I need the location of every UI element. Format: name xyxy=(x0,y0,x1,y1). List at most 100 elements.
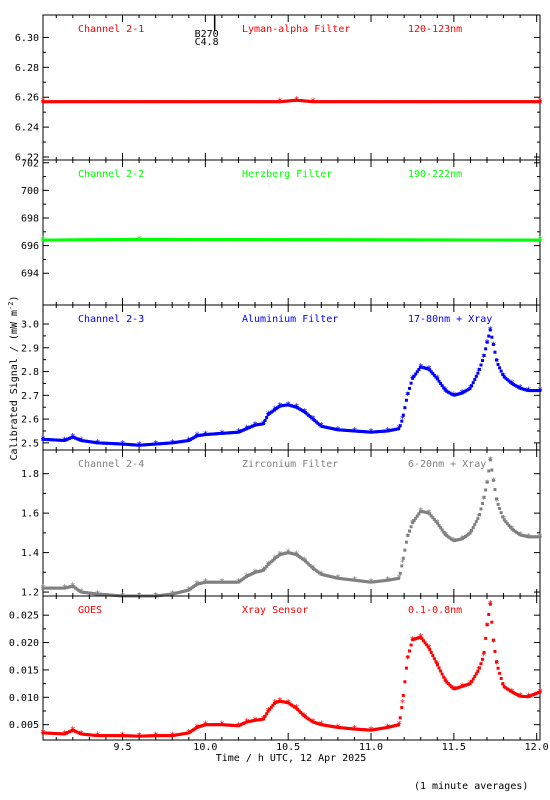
data-point xyxy=(314,721,318,725)
y-tick-label: 1.6 xyxy=(21,509,39,520)
data-marker: * xyxy=(302,711,308,722)
data-point xyxy=(335,725,339,729)
data-point xyxy=(375,430,379,434)
data-point xyxy=(521,694,525,698)
data-point xyxy=(271,409,275,413)
data-point xyxy=(390,724,394,728)
y-tick-label: 1.2 xyxy=(21,588,39,599)
data-marker: * xyxy=(404,654,410,665)
data-point xyxy=(282,99,286,103)
data-point xyxy=(383,429,387,433)
data-point xyxy=(442,530,446,534)
data-point xyxy=(111,238,115,242)
data-point xyxy=(527,389,531,393)
data-point xyxy=(418,100,422,104)
data-point xyxy=(296,98,300,102)
data-point xyxy=(319,723,323,727)
data-point xyxy=(456,238,460,242)
data-point xyxy=(432,657,436,661)
data-point xyxy=(345,100,349,104)
data-point xyxy=(109,238,113,242)
data-point xyxy=(248,425,252,429)
y-tick-label: 2.8 xyxy=(21,367,39,378)
data-point xyxy=(415,370,419,374)
data-point xyxy=(487,469,491,473)
data-point xyxy=(193,100,197,104)
data-marker: * xyxy=(277,550,283,561)
data-point xyxy=(46,438,50,442)
data-point xyxy=(448,536,452,540)
data-point xyxy=(103,100,107,104)
data-point xyxy=(130,237,134,241)
data-point xyxy=(513,238,517,242)
data-point xyxy=(364,430,368,434)
data-point xyxy=(53,732,57,736)
data-point xyxy=(246,574,250,578)
data-point xyxy=(322,723,326,727)
data-point xyxy=(415,514,419,518)
data-point xyxy=(94,238,98,242)
data-point xyxy=(207,432,211,436)
data-marker: * xyxy=(310,414,316,425)
data-point xyxy=(277,238,281,242)
data-point xyxy=(454,538,458,542)
data-point xyxy=(78,438,82,442)
data-point xyxy=(504,100,508,104)
data-point xyxy=(285,551,289,555)
data-marker: * xyxy=(285,548,291,559)
data-marker: * xyxy=(272,698,278,709)
data-point xyxy=(279,238,283,242)
data-point xyxy=(142,443,146,447)
data-point xyxy=(265,238,269,242)
data-point xyxy=(125,442,129,446)
data-point xyxy=(370,100,374,104)
data-point xyxy=(195,100,199,104)
data-point xyxy=(128,237,132,241)
data-point xyxy=(95,441,99,445)
data-point xyxy=(426,367,430,371)
data-point xyxy=(71,238,75,242)
data-point xyxy=(181,237,185,241)
data-point xyxy=(83,732,87,736)
y-tick-label: 0.015 xyxy=(9,665,39,676)
data-point xyxy=(490,468,494,472)
data-point xyxy=(272,100,276,104)
data-marker: * xyxy=(95,438,101,449)
data-point xyxy=(178,590,182,594)
data-point xyxy=(339,577,343,581)
data-point xyxy=(223,580,227,584)
data-point xyxy=(193,583,197,587)
data-series: ****************************************… xyxy=(40,599,543,742)
data-point xyxy=(484,100,488,104)
data-point xyxy=(519,238,523,242)
data-point xyxy=(521,387,525,391)
data-point xyxy=(88,591,92,595)
data-point xyxy=(55,100,59,104)
data-point xyxy=(61,238,65,242)
data-point xyxy=(238,429,242,433)
data-point xyxy=(47,100,51,104)
data-point xyxy=(249,425,253,429)
data-point xyxy=(367,580,371,584)
data-point xyxy=(538,238,542,242)
data-point xyxy=(173,100,177,104)
data-point xyxy=(349,727,353,731)
data-point xyxy=(462,536,466,540)
data-point xyxy=(367,100,371,104)
data-point xyxy=(378,100,382,104)
data-point xyxy=(355,578,359,582)
data-marker: * xyxy=(501,514,507,525)
data-point xyxy=(288,99,292,103)
data-point xyxy=(212,432,216,436)
data-point xyxy=(440,672,444,676)
data-point xyxy=(185,731,189,735)
plot-frame xyxy=(42,304,541,451)
data-point xyxy=(401,238,405,242)
data-point xyxy=(484,636,488,640)
data-point xyxy=(241,577,245,581)
data-point xyxy=(339,726,343,730)
data-point xyxy=(439,526,443,530)
data-marker: * xyxy=(62,435,68,446)
data-point xyxy=(192,100,196,104)
